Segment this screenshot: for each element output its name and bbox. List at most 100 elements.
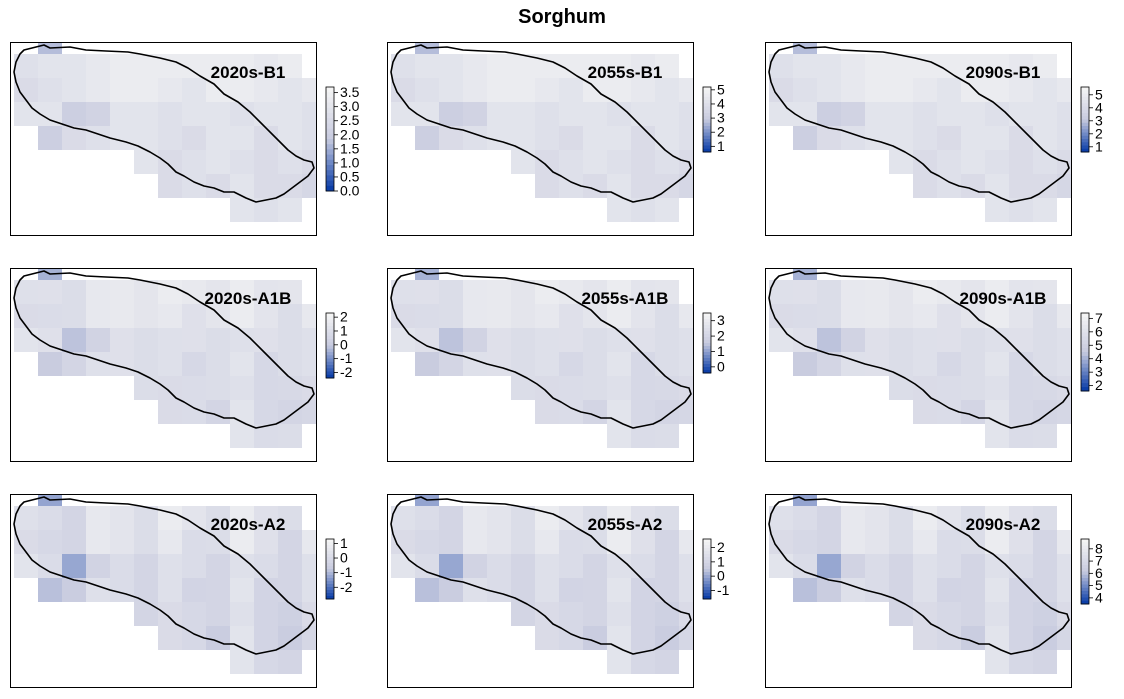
raster-cell <box>841 328 865 352</box>
raster-cell <box>1009 126 1033 150</box>
colorbar-tick-label: 5 <box>1095 337 1103 353</box>
raster-cell <box>158 530 182 554</box>
raster-cell <box>415 506 439 530</box>
raster-cell <box>655 328 679 352</box>
raster-cell <box>182 554 206 578</box>
colorbar-segment <box>703 557 711 561</box>
raster-cell <box>937 376 961 400</box>
raster-cell <box>463 54 487 78</box>
raster-cell <box>254 280 278 304</box>
colorbar-segment <box>703 563 711 567</box>
raster-cell <box>841 102 865 126</box>
colorbar-segment <box>326 139 334 145</box>
raster-cell <box>631 554 655 578</box>
raster-cell <box>607 54 631 78</box>
raster-cell <box>110 102 134 126</box>
raster-cell <box>206 174 230 198</box>
raster-cell <box>817 554 841 578</box>
raster-cell <box>817 102 841 126</box>
raster-cell <box>463 506 487 530</box>
raster-cell <box>913 530 937 554</box>
raster-cell <box>655 280 679 304</box>
raster-cell <box>62 78 86 102</box>
colorbar-tick-label: 3 <box>1095 112 1103 128</box>
colorbar-border <box>325 312 335 379</box>
raster-cell <box>655 650 679 674</box>
raster-cell <box>865 352 889 376</box>
raster-cell <box>1033 626 1057 650</box>
raster-cell <box>230 150 254 174</box>
raster-cell <box>110 328 134 352</box>
colorbar-segment <box>703 135 711 140</box>
colorbar-segment <box>326 371 334 376</box>
colorbar-segment <box>703 119 711 124</box>
raster-cell <box>937 352 961 376</box>
colorbar-segment <box>326 175 334 182</box>
raster-cell <box>302 578 317 602</box>
raster-cell <box>182 150 206 174</box>
raster-cell <box>841 554 865 578</box>
colorbar-tick-label: 1 <box>1095 138 1103 154</box>
colorbar-segment <box>1081 139 1089 143</box>
raster-cell <box>1009 376 1033 400</box>
colorbar-border <box>702 538 712 600</box>
raster-cell <box>583 54 607 78</box>
map-panel-2020s-A2: 2020s-A2 1 0 -1 -2 <box>10 494 365 699</box>
watershed-boundary <box>13 270 315 429</box>
raster-cell <box>631 78 655 102</box>
raster-cell <box>38 280 62 304</box>
raster-cell <box>985 280 1009 304</box>
raster-cell <box>158 626 182 650</box>
raster-cell <box>889 102 913 126</box>
raster-cell <box>1081 626 1105 650</box>
raster-cell <box>487 328 511 352</box>
raster-cell <box>559 126 583 150</box>
raster-cell <box>1009 530 1033 554</box>
raster-cell <box>206 352 230 376</box>
raster-cell <box>1057 400 1072 424</box>
raster-cell <box>134 530 158 554</box>
colorbar-segment <box>703 139 711 143</box>
colorbar-segment <box>326 361 334 366</box>
raster-cell <box>278 78 302 102</box>
colorbar-segment <box>703 316 711 320</box>
raster-cell <box>110 78 134 102</box>
raster-cell <box>182 280 206 304</box>
raster-cell <box>985 400 1009 424</box>
raster-cell <box>254 602 278 626</box>
raster-cell <box>62 328 86 352</box>
colorbar-segment <box>703 126 711 130</box>
raster-cell <box>158 602 182 626</box>
watershed-boundary <box>768 44 1070 203</box>
raster-cell <box>1033 602 1057 626</box>
raster-cell <box>937 78 961 102</box>
raster-cell <box>679 328 694 352</box>
raster-cell <box>631 506 655 530</box>
colorbar-segment <box>326 542 334 546</box>
raster-cell <box>230 376 254 400</box>
colorbar-tick-label: 5 <box>717 81 725 97</box>
raster-cell <box>302 174 317 198</box>
raster-cell <box>110 280 134 304</box>
raster-cell <box>655 400 679 424</box>
raster-cell <box>439 554 463 578</box>
raster-cell <box>607 280 631 304</box>
raster-cell <box>278 280 302 304</box>
raster-cell <box>62 554 86 578</box>
raster-cell <box>889 530 913 554</box>
colorbar-segment <box>326 545 334 549</box>
raster-cell <box>1081 174 1105 198</box>
raster-cell <box>206 150 230 174</box>
raster-cell <box>583 578 607 602</box>
raster-cell <box>769 304 793 328</box>
colorbar-segment <box>326 329 334 333</box>
raster-cell <box>817 506 841 530</box>
raster-cell <box>703 376 727 400</box>
raster-cell <box>841 126 865 150</box>
colorbar-segment <box>1081 584 1089 589</box>
colorbar-segment <box>1081 375 1089 380</box>
raster-cell <box>655 506 679 530</box>
raster-cell <box>86 280 110 304</box>
colorbar-tick-label: 2 <box>717 328 725 344</box>
raster-layer <box>390 494 694 674</box>
